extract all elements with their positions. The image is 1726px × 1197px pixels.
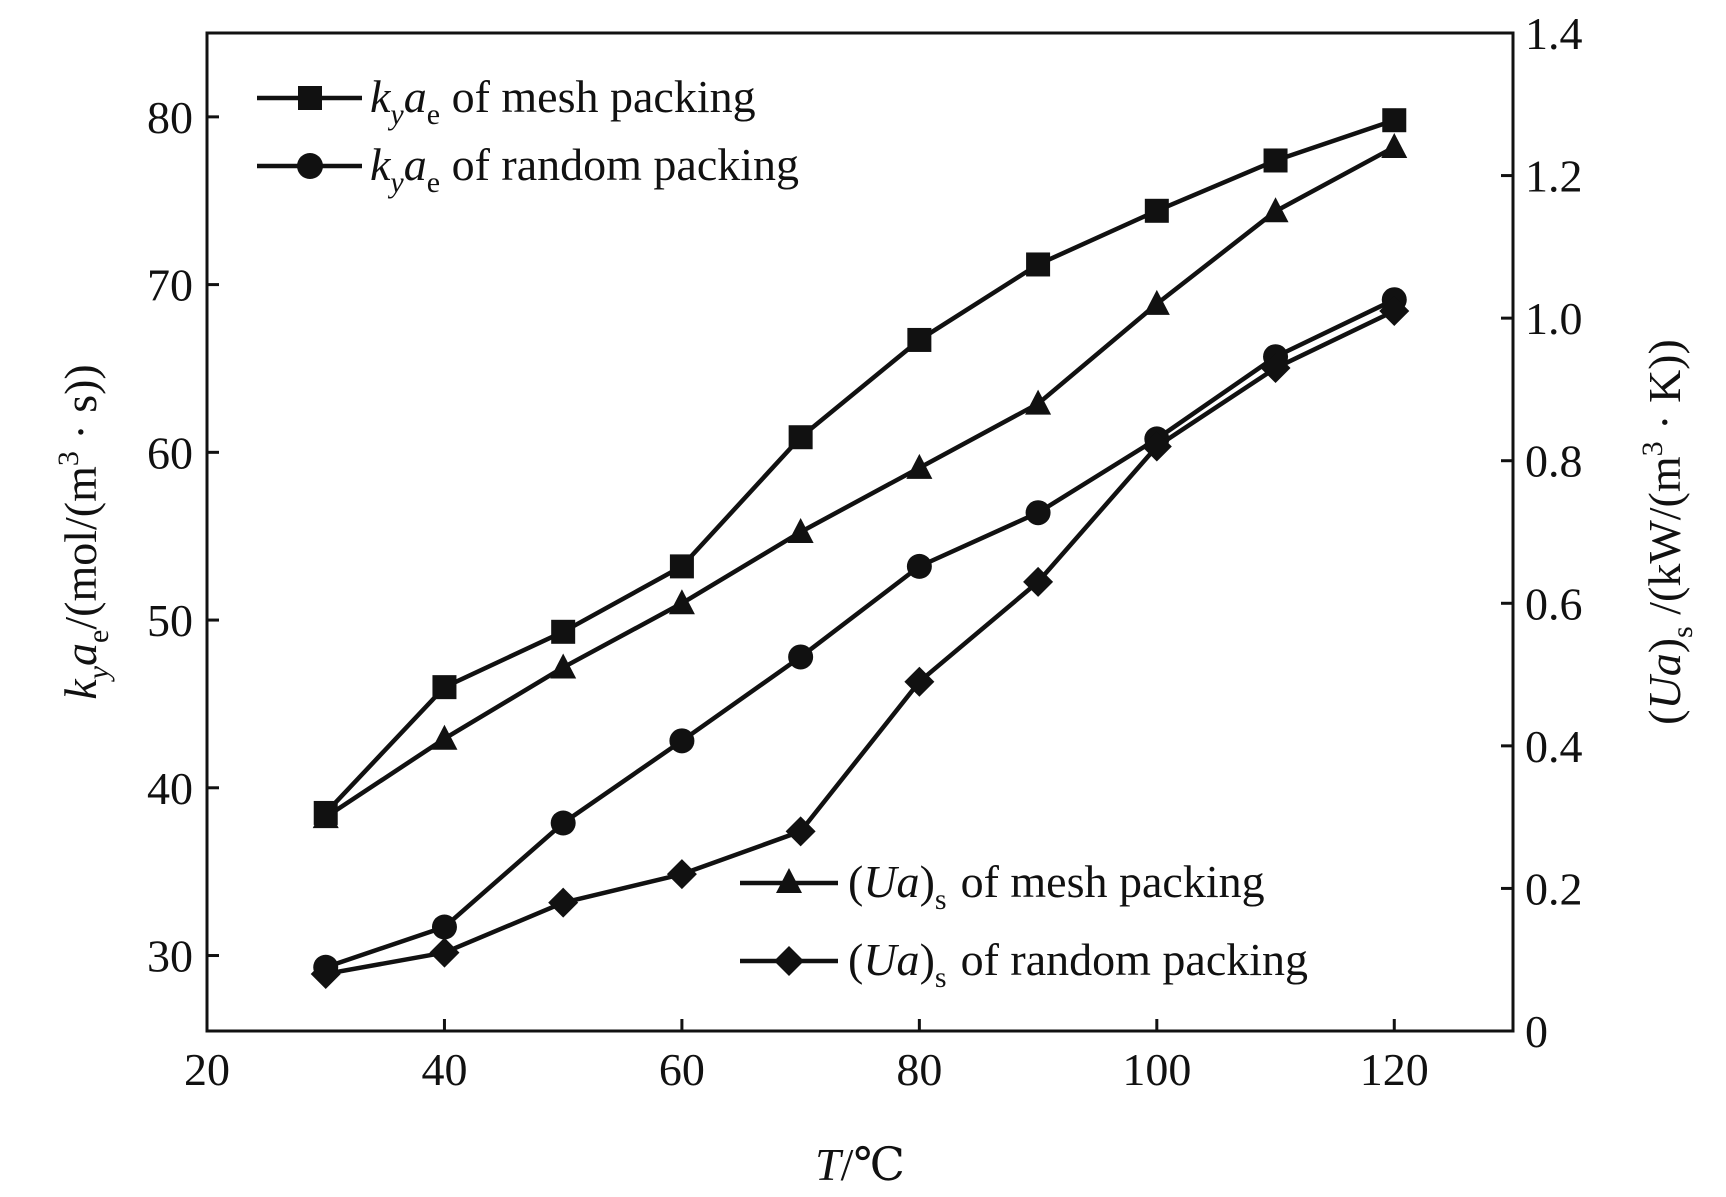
y-right-tick-label: 1.4 <box>1525 8 1583 59</box>
legend-entry-kyae-mesh: kyae of mesh packing <box>257 71 756 131</box>
x-tick-label: 20 <box>184 1044 230 1095</box>
data-point <box>1025 500 1051 526</box>
data-point <box>551 619 576 644</box>
legend-marker-triangle <box>776 868 802 893</box>
data-point <box>550 810 576 836</box>
x-axis: 20 40 60 80 100 120 <box>184 1019 1429 1095</box>
data-point <box>550 653 577 679</box>
y-right-tick-label: 0.8 <box>1525 436 1583 487</box>
y-left-tick-label: 40 <box>147 763 193 814</box>
data-point <box>1382 108 1407 133</box>
data-point <box>1141 431 1172 462</box>
data-point <box>312 803 339 829</box>
legend-label-kyae-random: kyae of random packing <box>370 139 799 199</box>
data-point <box>669 728 695 754</box>
y-left-tick-label: 60 <box>147 427 193 478</box>
data-point <box>431 724 458 750</box>
data-point <box>1263 148 1288 173</box>
series-line <box>324 145 1396 820</box>
data-point <box>666 859 697 890</box>
data-point <box>1023 566 1054 597</box>
data-point <box>906 453 933 479</box>
legend-bottom: (Ua)s of mesh packing (Ua)s of random pack… <box>740 856 1308 994</box>
data-point <box>1144 198 1169 223</box>
legend-label-kyae-mesh: kyae of mesh packing <box>370 71 756 131</box>
series-ua-s-of-random-packing <box>310 296 1410 989</box>
y-left-tick-label: 80 <box>147 92 193 143</box>
y-axis-left: 30 40 50 60 70 80 <box>147 92 219 982</box>
data-point <box>904 666 935 697</box>
data-point <box>1379 296 1410 327</box>
data-point <box>787 518 814 543</box>
y-left-tick-label: 70 <box>147 260 193 311</box>
legend-marker-diamond <box>774 946 804 976</box>
y-right-tick-label: 0.4 <box>1525 721 1583 772</box>
data-point <box>548 887 579 918</box>
x-tick-label: 100 <box>1122 1044 1191 1095</box>
y-axis-right-label: (Ua)s /(kW/(m3 · K)) <box>1636 339 1699 725</box>
legend-marker-circle <box>297 153 323 179</box>
y-right-tick-label: 0 <box>1525 1006 1548 1057</box>
data-point <box>429 937 460 968</box>
legend-label-ua-mesh: (Ua)s of mesh packing <box>848 856 1265 916</box>
x-tick-label: 60 <box>659 1044 705 1095</box>
data-point <box>906 553 932 579</box>
legend-entry-ua-random: (Ua)s of random packing <box>740 934 1308 994</box>
series-layer <box>310 108 1410 989</box>
data-point <box>310 958 341 989</box>
data-point <box>1143 289 1170 315</box>
data-point <box>1260 353 1291 384</box>
data-point <box>431 914 457 940</box>
series-line <box>325 308 1396 977</box>
y-left-tick-label: 30 <box>147 931 193 982</box>
data-point <box>785 816 816 847</box>
series-line <box>324 118 1395 815</box>
data-point <box>907 327 932 352</box>
y-right-tick-label: 0.6 <box>1525 578 1583 629</box>
data-point <box>1025 389 1052 415</box>
data-point <box>1381 133 1408 159</box>
legend-entry-ua-mesh: (Ua)s of mesh packing <box>740 856 1265 916</box>
x-axis-label: T/℃ <box>815 1139 905 1190</box>
legend-marker-square <box>298 86 322 110</box>
data-point <box>668 589 695 615</box>
data-point <box>1262 197 1289 223</box>
x-tick-label: 120 <box>1360 1044 1429 1095</box>
data-point <box>669 554 694 579</box>
y-right-tick-label: 1.2 <box>1525 151 1583 202</box>
legend-label-ua-random: (Ua)s of random packing <box>848 934 1308 994</box>
y-right-tick-label: 1.0 <box>1525 293 1583 344</box>
data-point <box>432 675 457 700</box>
legend-entry-kyae-random: kyae of random packing <box>257 139 799 199</box>
data-point <box>788 644 814 670</box>
data-point <box>1026 252 1051 277</box>
x-tick-label: 80 <box>896 1044 942 1095</box>
y-axis-left-label: kyae/(mol/(m3 · s)) <box>52 364 115 699</box>
y-axis-right: 0 0.2 0.4 0.6 0.8 1.0 1.2 1.4 <box>1501 8 1583 1057</box>
legend-top: kyae of mesh packing kyae of random pack… <box>257 71 799 199</box>
series-line <box>325 297 1396 970</box>
plot-frame <box>205 31 1515 1033</box>
x-tick-label: 40 <box>421 1044 467 1095</box>
series-ua-s-of-mesh-packing <box>312 133 1408 829</box>
y-left-tick-label: 50 <box>147 595 193 646</box>
y-right-tick-label: 0.2 <box>1525 863 1583 914</box>
data-point <box>788 425 813 450</box>
